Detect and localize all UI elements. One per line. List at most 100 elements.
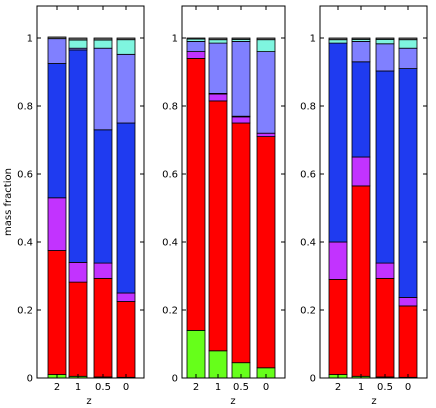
y-tick-label-2-5: 1 [172, 34, 178, 45]
y-axis-title: mass fraction [3, 168, 14, 236]
bar-segment-3-1-5 [351, 41, 371, 63]
panel-frame-3 [319, 5, 428, 379]
panels-layer: 0 0.2 0.4 0.6 0.8 1 2 1 0.5 0 0 0.2 0.4 0.6 0.8 1 2 1 0.5 0… [17, 5, 428, 393]
bar-segment-2-2-1 [186, 329, 206, 379]
bar-segment-3-0.5-4 [375, 70, 395, 264]
bar-segment-1-1-3 [68, 261, 88, 283]
bar-segment-3-0.5-2 [375, 277, 395, 378]
bar-segment-3-0.5-5 [375, 43, 395, 72]
bar-segment-2-1-6 [208, 39, 228, 44]
bar-segment-2-1-1 [208, 350, 228, 379]
x-tick-label-2-3: 0 [263, 382, 269, 393]
bar-segment-1-0.5-7 [93, 37, 113, 41]
bar-segment-1-0.5-5 [93, 47, 113, 131]
bar-segment-1-2-2 [47, 250, 67, 375]
bar-segment-2-0-7 [256, 37, 276, 41]
y-tick-label-3-3: 0.6 [300, 170, 316, 181]
x-tick-label-3-1: 1 [358, 382, 364, 393]
bar-1-0 [116, 37, 136, 379]
bar-segment-3-1-7 [351, 37, 371, 40]
y-tick-label-2-1: 0.2 [162, 306, 178, 317]
y-tick-label-1-1: 0.2 [17, 306, 33, 317]
bar-1-2 [47, 36, 67, 379]
y-tick-label-2-2: 0.4 [162, 238, 178, 249]
y-tick-label-1-5: 1 [27, 34, 33, 45]
y-tick-label-1-0: 0 [27, 374, 33, 385]
bar-segment-1-0.5-3 [93, 262, 113, 279]
bar-segment-2-0-5 [256, 51, 276, 134]
bar-3-2 [328, 37, 348, 379]
y-tick-label-2-3: 0.6 [162, 170, 178, 181]
bar-segment-1-0-6 [116, 39, 136, 55]
bar-segment-1-0-7 [116, 37, 136, 41]
y-axis-label: mass fraction [3, 168, 14, 236]
bar-1-1 [68, 37, 88, 379]
bar-segment-1-2-3 [47, 197, 67, 251]
bar-segment-3-0-7 [398, 37, 418, 41]
y-tick-label-1-3: 0.6 [17, 170, 33, 181]
bar-segment-2-1-7 [208, 37, 228, 41]
bar-segment-1-1-6 [68, 39, 88, 49]
bar-segment-3-1-2 [351, 185, 371, 377]
bar-segment-3-0-3 [398, 297, 418, 307]
y-tick-label-1-4: 0.8 [17, 102, 33, 113]
bar-segment-3-2-7 [328, 37, 348, 41]
bar-segment-3-0.5-7 [375, 37, 395, 40]
panel-frame-2 [181, 5, 286, 379]
bar-2-1 [208, 37, 228, 379]
y-tick-label-3-4: 0.8 [300, 102, 316, 113]
bar-2-0 [256, 37, 276, 379]
bar-segment-3-2-6 [328, 39, 348, 44]
x-axis-titles: z z z [86, 396, 376, 407]
bar-segment-2-2-3 [186, 51, 206, 59]
bar-segment-1-2-7 [47, 36, 67, 40]
x-axis-label-panel-3: z [371, 396, 376, 407]
x-tick-label-3-2: 0.5 [377, 382, 393, 393]
bar-segment-2-2-5 [186, 41, 206, 53]
bar-2-2 [186, 37, 206, 379]
bar-segment-1-1-2 [68, 281, 88, 377]
bar-2-0.5 [231, 37, 251, 379]
x-tick-label-3-3: 0 [405, 382, 411, 393]
bar-segment-1-0-2 [116, 301, 136, 378]
bar-segment-2-1-2 [208, 100, 228, 352]
x-tick-label-1-2: 0.5 [95, 382, 111, 393]
bar-segment-2-1-5 [208, 42, 228, 94]
bar-segment-2-2-2 [186, 58, 206, 331]
bar-segment-1-0-3 [116, 292, 136, 302]
bar-segment-3-2-4 [328, 42, 348, 243]
y-tick-label-3-2: 0.4 [300, 238, 316, 249]
bar-segment-3-0.5-6 [375, 38, 395, 45]
x-axis-label-panel-2: z [230, 396, 235, 407]
bar-segment-2-1-3 [208, 93, 228, 102]
bar-segment-3-0-2 [398, 305, 418, 378]
bar-segment-2-0.5-2 [231, 122, 251, 364]
x-tick-label-2-0: 2 [193, 382, 199, 393]
x-tick-label-1-1: 1 [75, 382, 81, 393]
y-tick-label-2-0: 0 [172, 374, 178, 385]
bar-segment-2-0.5-3 [231, 116, 251, 124]
bar-segment-2-0-3 [256, 132, 276, 137]
y-tick-label-2-4: 0.8 [162, 102, 178, 113]
bar-segment-3-1-4 [351, 61, 371, 158]
bar-segment-2-0.5-7 [231, 37, 251, 40]
bar-segment-3-1-3 [351, 156, 371, 187]
y-tick-label-3-0: 0 [310, 374, 316, 385]
bar-segment-3-2-2 [328, 278, 348, 375]
bar-segment-1-1-7 [68, 37, 88, 41]
bar-segment-2-0-6 [256, 39, 276, 53]
x-axis-label-panel-1: z [86, 396, 91, 407]
bar-segment-1-0-5 [116, 53, 136, 124]
x-tick-label-3-0: 2 [335, 382, 341, 393]
y-tick-label-3-1: 0.2 [300, 306, 316, 317]
bar-3-0.5 [375, 37, 395, 379]
bar-segment-1-0-4 [116, 122, 136, 294]
panel-1: 0 0.2 0.4 0.6 0.8 1 2 1 0.5 0 [17, 5, 145, 393]
x-tick-label-1-3: 0 [123, 382, 129, 393]
bar-3-1 [351, 37, 371, 379]
bar-segment-1-0.5-4 [93, 129, 113, 264]
bar-segment-2-0-2 [256, 136, 276, 369]
bar-segment-1-2-5 [47, 38, 67, 64]
bar-segment-1-2-4 [47, 63, 67, 199]
